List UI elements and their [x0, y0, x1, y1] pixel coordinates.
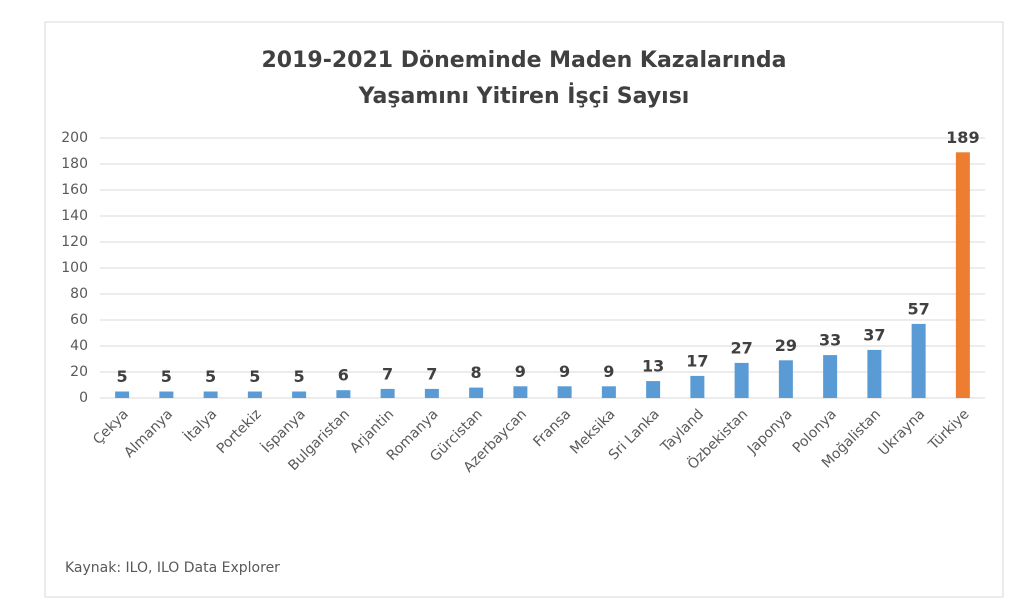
bar: [646, 381, 661, 398]
bar: [734, 362, 749, 398]
value-label: 57: [907, 299, 929, 318]
value-label: 5: [294, 367, 305, 386]
bar: [557, 386, 572, 398]
bar: [911, 323, 926, 398]
y-tick-label: 120: [61, 234, 88, 250]
value-label: 5: [117, 367, 128, 386]
chart-title: Yaşamını Yitiren İşçi Sayısı: [358, 83, 690, 109]
bar: [424, 388, 439, 398]
chart-frame: [44, 21, 1004, 598]
value-label: 8: [471, 363, 482, 382]
value-label: 37: [863, 325, 885, 344]
bar: [823, 355, 838, 398]
y-tick-label: 40: [70, 338, 88, 354]
value-label: 5: [161, 367, 172, 386]
value-label: 33: [819, 331, 841, 350]
bar: [336, 390, 351, 398]
bar: [247, 391, 262, 398]
y-tick-label: 80: [70, 286, 88, 302]
bar: [513, 386, 528, 398]
bar: [955, 152, 970, 398]
value-label: 5: [205, 367, 216, 386]
bar: [690, 375, 705, 398]
value-label: 5: [249, 367, 260, 386]
value-label: 13: [642, 357, 664, 376]
bar: [159, 391, 174, 398]
bar: [292, 391, 307, 398]
value-label: 27: [730, 338, 752, 357]
value-label: 17: [686, 351, 708, 370]
y-tick-label: 200: [61, 130, 88, 146]
y-tick-label: 60: [70, 312, 88, 328]
bar: [867, 349, 882, 398]
bar: [203, 391, 218, 398]
value-label: 6: [338, 366, 349, 385]
y-tick-label: 180: [61, 156, 88, 172]
source-note: Kaynak: ILO, ILO Data Explorer: [65, 560, 280, 576]
value-label: 189: [946, 128, 979, 147]
y-tick-label: 20: [70, 364, 88, 380]
bar: [469, 387, 484, 398]
bar: [115, 391, 130, 398]
bar: [380, 388, 395, 398]
y-tick-label: 100: [61, 260, 88, 276]
value-label: 7: [426, 364, 437, 383]
chart-title: 2019-2021 Döneminde Maden Kazalarında: [262, 48, 787, 73]
value-label: 9: [515, 362, 526, 381]
bar: [778, 360, 793, 398]
y-tick-label: 0: [79, 390, 88, 406]
value-label: 29: [775, 336, 797, 355]
value-label: 9: [603, 362, 614, 381]
value-label: 9: [559, 362, 570, 381]
y-tick-label: 160: [61, 182, 88, 198]
bar: [601, 386, 616, 398]
y-tick-label: 140: [61, 208, 88, 224]
value-label: 7: [382, 364, 393, 383]
